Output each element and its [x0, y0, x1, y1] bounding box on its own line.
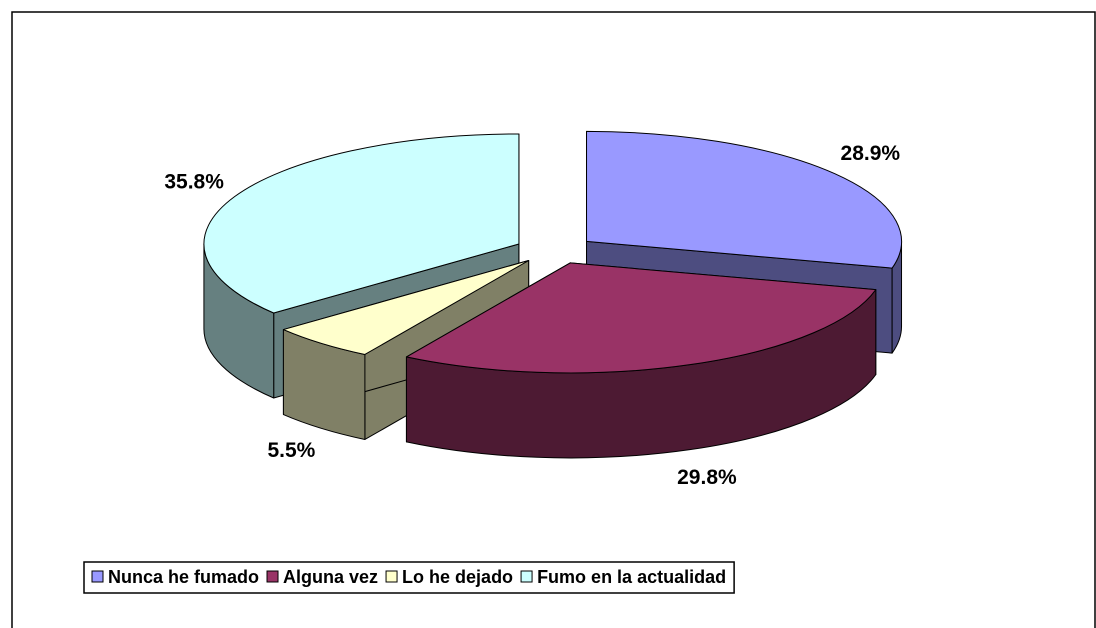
data-label: 5.5% — [267, 439, 315, 462]
legend-box — [83, 561, 735, 594]
slice-top — [405, 262, 877, 374]
data-label: 29.8% — [677, 466, 737, 489]
legend-swatch — [520, 570, 533, 583]
slice-top — [586, 130, 903, 269]
legend-label: Lo he dejado — [402, 567, 513, 587]
pie: 28.9% 29.8% 5.5% 35.8% — [164, 130, 903, 489]
legend-swatch — [91, 570, 104, 583]
legend-label: Fumo en la actualidad — [537, 567, 726, 587]
slice-top — [282, 260, 530, 355]
legend-swatch — [385, 570, 398, 583]
slice-top — [203, 133, 520, 314]
legend: Nunca he fumado Alguna vez Lo he dejado Fum… — [83, 561, 735, 594]
legend-swatch — [266, 570, 279, 583]
data-label: 28.9% — [841, 142, 901, 165]
legend-label: Nunca he fumado — [108, 567, 259, 587]
data-label: 35.8% — [164, 171, 224, 194]
legend-label: Alguna vez — [283, 567, 378, 587]
